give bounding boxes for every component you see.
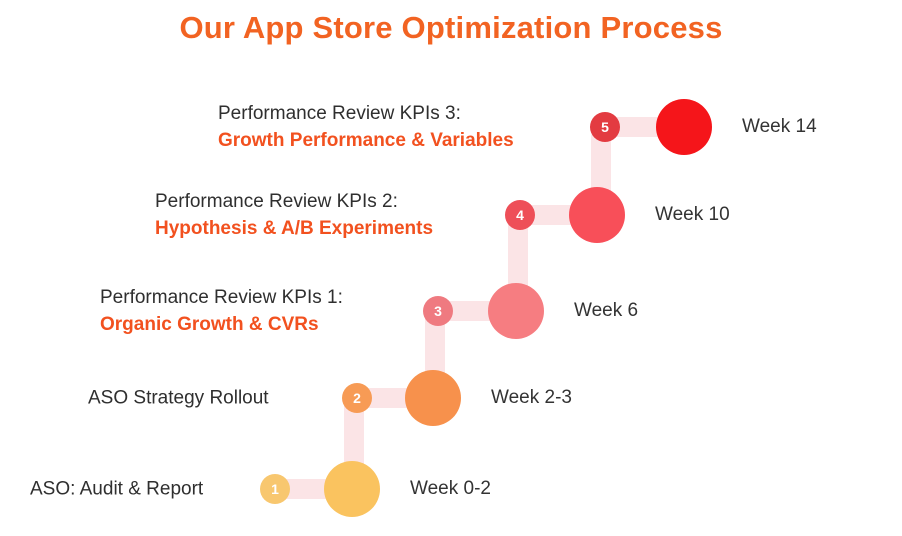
step-label-line1: ASO Strategy Rollout	[88, 387, 269, 409]
step-week: Week 6	[574, 300, 639, 321]
step-label: ASO Strategy Rollout	[88, 385, 269, 412]
step-label: ASO: Audit & Report	[30, 476, 203, 503]
step-label-line2: Organic Growth & CVRs	[100, 314, 319, 335]
step-label: Performance Review KPIs 3: Growth Perfor…	[218, 100, 514, 154]
step-label-line1: Performance Review KPIs 1:	[100, 287, 343, 308]
step-badge: 4	[505, 200, 535, 230]
step-number: 1	[271, 481, 279, 497]
step-badge: 1	[260, 474, 290, 504]
step-label-line1: ASO: Audit & Report	[30, 478, 204, 500]
step-label: Performance Review KPIs 2: Hypothesis & …	[155, 188, 433, 242]
step-badge: 5	[590, 112, 620, 142]
step-badge: 2	[342, 383, 372, 413]
step-circle	[488, 283, 544, 339]
step-circle	[656, 99, 712, 155]
step-badge: 3	[423, 296, 453, 326]
step-number: 2	[353, 390, 361, 406]
step-week: Week 14	[742, 116, 817, 137]
step-label-line1: Performance Review KPIs 2:	[155, 191, 398, 212]
step-circle	[405, 370, 461, 426]
step-number: 3	[434, 303, 442, 319]
step-number: 5	[601, 119, 609, 135]
step-week: Week 10	[655, 204, 730, 225]
step-label: Performance Review KPIs 1: Organic Growt…	[100, 284, 343, 338]
page-title: Our App Store Optimization Process	[179, 10, 723, 45]
step-number: 4	[516, 207, 524, 223]
step-week: Week 2-3	[491, 387, 572, 408]
step-label-line2: Growth Performance & Variables	[218, 130, 514, 151]
step-week: Week 0-2	[410, 478, 491, 499]
step-circle	[569, 187, 625, 243]
step-circle	[324, 461, 380, 517]
step-label-line2: Hypothesis & A/B Experiments	[155, 218, 434, 239]
step-label-line1: Performance Review KPIs 3:	[218, 103, 461, 124]
